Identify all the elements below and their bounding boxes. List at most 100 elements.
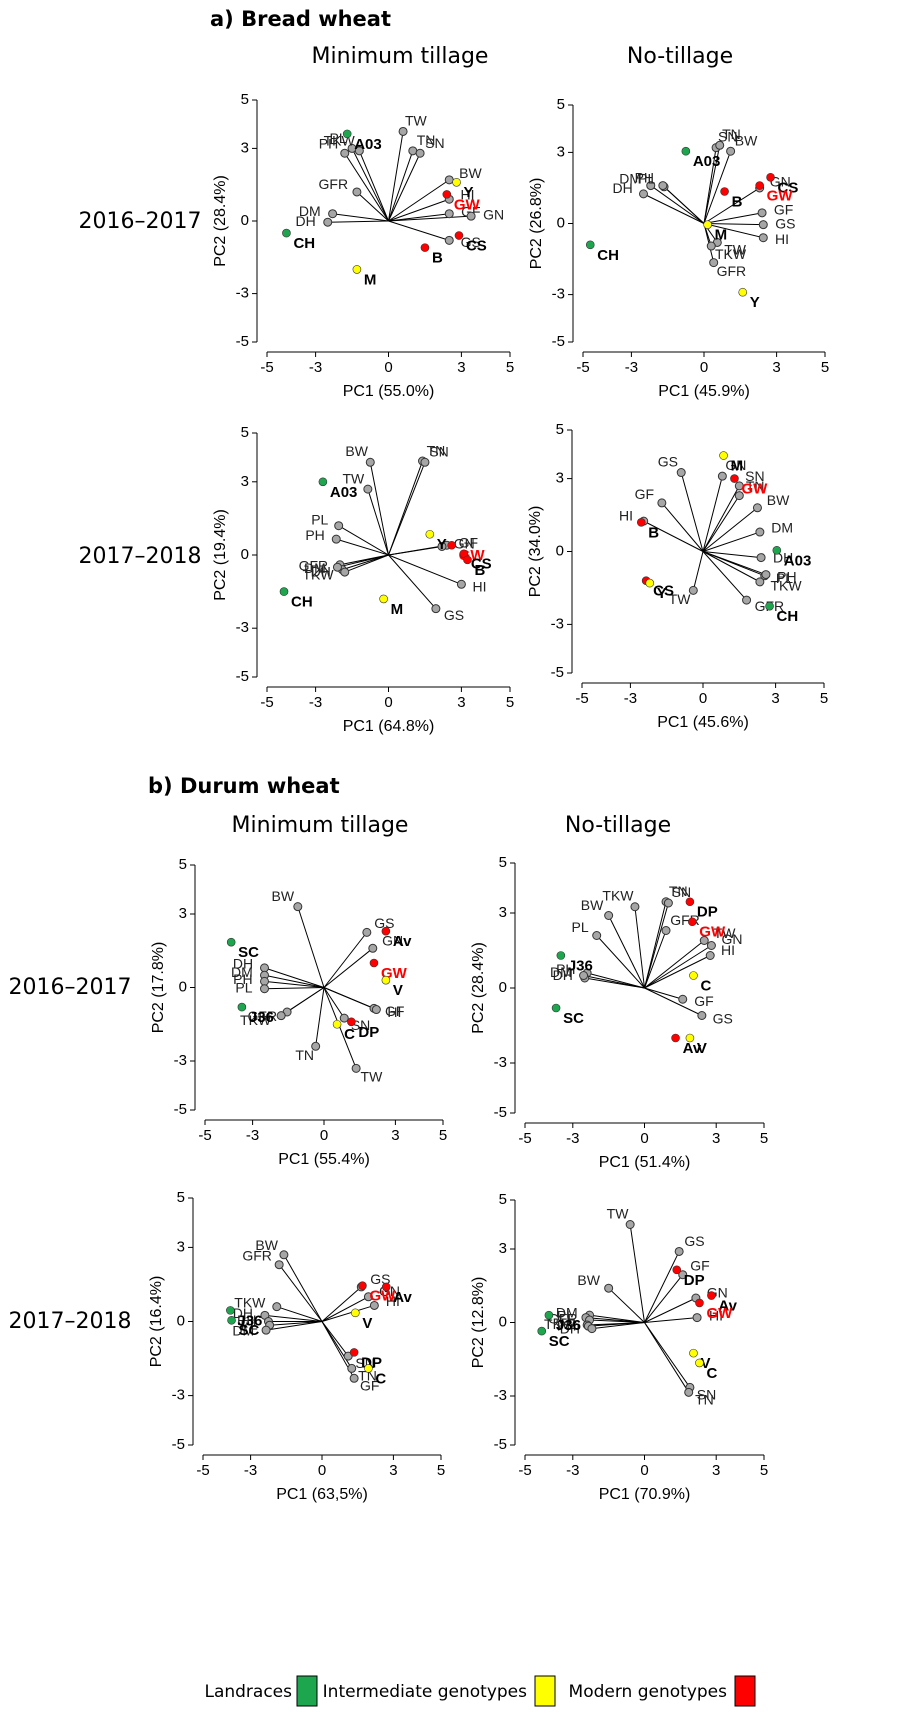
loading-vector [644,1251,680,1323]
y-tick-label: -5 [551,664,564,681]
genotype-point [351,1308,360,1318]
x-tick-label: 5 [506,694,514,711]
genotype-point [282,228,291,238]
genotype-label: V [362,1315,372,1332]
trait-point [363,484,373,494]
loading-vector [634,906,645,989]
trait-point [444,209,454,219]
loading-vector [608,1287,645,1323]
trait-label: HI [709,1307,723,1323]
genotype-label: CH [291,594,313,611]
trait-point [272,1302,282,1312]
loading-vector [650,185,705,224]
trait-point [340,148,350,158]
trait-point [340,567,350,577]
trait-label: DM [299,203,321,219]
trait-label: BW [581,897,604,913]
genotype-label: GW [454,196,481,213]
y-axis-label: PC2 (17.8%) [150,942,167,1034]
genotype-label: GW [741,481,768,498]
loading-vector [388,545,443,556]
x-axis-label: PC1 (55.4%) [278,1151,370,1168]
trait-label: GS [374,915,394,931]
trait-point [706,241,716,251]
genotype-point [755,181,764,190]
x-tick-label: -3 [625,359,638,376]
legend-swatch [534,1675,556,1707]
genotype-label: SC [563,1010,584,1027]
trait-point [734,491,744,501]
trait-point [398,126,408,136]
trait-point [420,457,430,467]
biplot: -5 -3 0 3 5 -5 -3 0 3 5 PC1 (45.6%) PC2 (34.0%) GSGF… [527,421,828,731]
genotype-point [318,477,328,487]
loading-vector [643,520,704,552]
trait-label: PH [319,136,338,152]
trait-point [261,1325,271,1335]
loading-vector [703,147,717,224]
trait-label: PL [557,1307,574,1323]
trait-point [323,217,333,227]
trait-label: GS [658,454,678,470]
loading-vector [702,507,758,552]
trait-point [415,148,425,158]
genotype-point [681,146,691,156]
y-tick-label: -5 [236,333,249,350]
trait-label: BW [345,443,368,459]
trait-point [604,1283,614,1293]
y-tick-label: -5 [172,1436,185,1453]
trait-point [592,931,602,940]
y-tick-label: -3 [174,1052,187,1069]
trait-point [368,943,378,953]
genotype-label: SC [239,1322,260,1339]
genotype-label: A03 [784,552,812,569]
trait-label: GF [690,1258,709,1274]
trait-label: DM [304,560,326,576]
loading-vector [323,947,374,988]
trait-point [709,258,719,268]
loading-vector [388,153,421,222]
y-tick-label: 3 [556,470,564,487]
trait-point [758,220,768,230]
loading-vector [388,554,462,585]
trait-point [311,1041,321,1051]
genotype-point [537,1326,547,1336]
genotype-point [226,937,236,947]
y-tick-label: 5 [241,91,249,108]
trait-label: DM [556,1305,578,1321]
genotype-point [585,240,595,250]
genotype-point [358,1281,367,1290]
x-tick-label: 0 [699,690,707,707]
trait-point [369,1300,379,1310]
genotype-point [695,1358,704,1368]
loading-vector [278,1264,323,1322]
trait-label: DH [233,955,253,971]
y-tick-label: -5 [174,1101,187,1118]
trait-label: TKW [770,577,802,593]
genotype-point [447,540,456,550]
y-axis-label: PC2 (12.8%) [470,1277,487,1369]
loading-vector [388,462,426,556]
trait-label: TW [342,470,365,486]
genotype-label: Av [393,933,412,950]
genotype-label: SC [549,1333,570,1350]
loading-vector [321,1304,375,1322]
trait-label: TN [746,478,765,494]
loading-vector [388,150,414,222]
loading-vector [644,940,705,989]
x-tick-label: -5 [518,1462,531,1479]
loading-vector [321,1296,369,1322]
biplot: -5 -3 0 3 5 -5 -3 0 3 5 PC1 (70.9%) PC2 (12.8%) TW GS… [470,1191,768,1503]
x-tick-label: 3 [712,1462,720,1479]
genotype-point [381,975,391,985]
trait-point [604,911,614,920]
x-tick-label: 5 [821,359,829,376]
trait-label: GFR [319,176,349,192]
loading-vector [644,1322,690,1393]
genotype-label: J36 [237,1312,262,1329]
genotype-label: GW [699,924,726,941]
trait-point [466,211,476,221]
y-tick-label: 3 [241,139,249,156]
genotype-label: C [344,1026,355,1043]
